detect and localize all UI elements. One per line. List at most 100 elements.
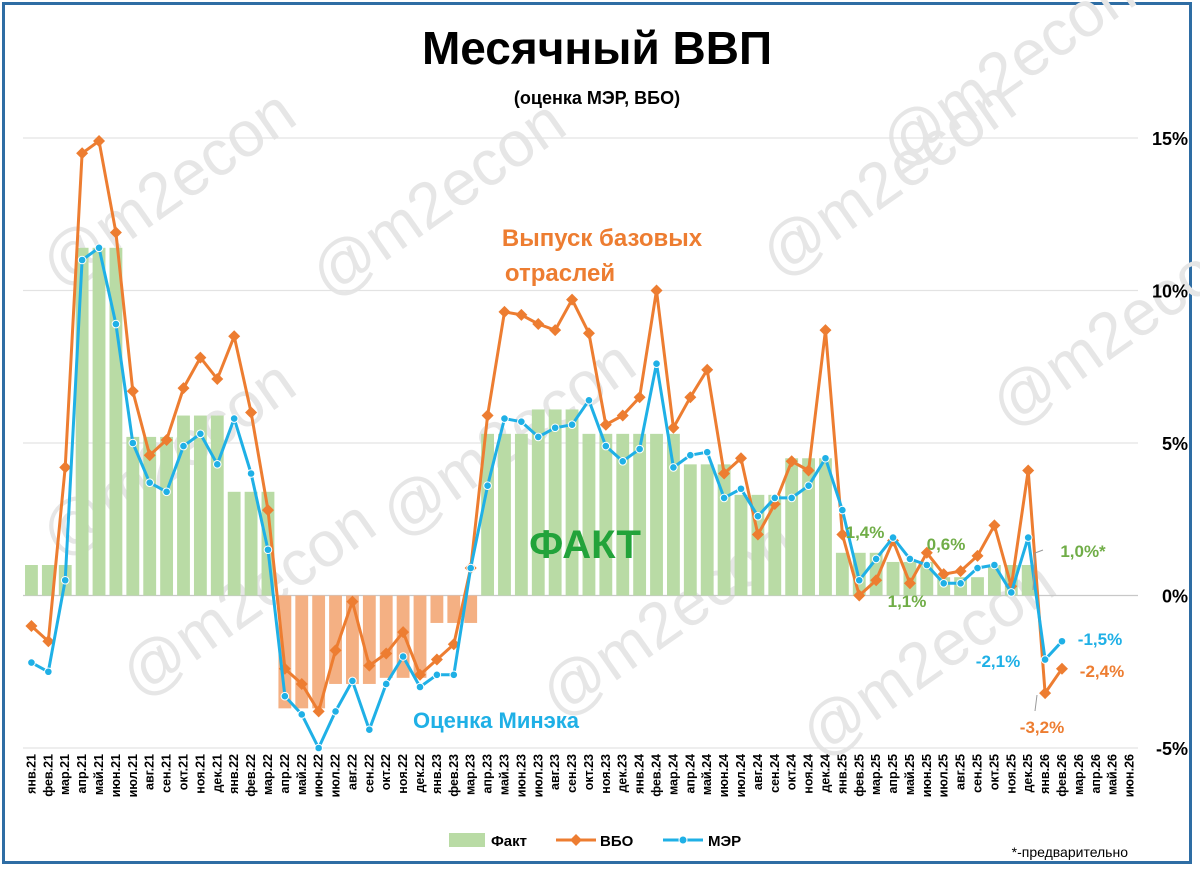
watermark-layer: @m2econ@m2econ@m2econ@m2econ@m2econ@m2ec… — [27, 0, 1200, 771]
bar-fakt — [109, 247, 123, 596]
point-vbo — [261, 504, 274, 517]
bar-fakt — [464, 595, 478, 623]
bar-fakt — [346, 595, 359, 684]
x-tick-label: янв.24 — [633, 754, 647, 794]
bar-fakt — [819, 458, 832, 596]
point-vbo — [295, 677, 308, 690]
point-mer — [990, 560, 999, 570]
point-vbo — [954, 565, 967, 578]
point-vbo — [616, 409, 629, 422]
point-mer — [770, 493, 780, 503]
point-vbo — [109, 226, 122, 239]
point-vbo — [498, 305, 511, 318]
line-mer — [30, 246, 1064, 750]
x-tick-label: авг.21 — [143, 754, 157, 790]
bar-fakt — [92, 247, 106, 596]
legend-marker-mer — [678, 835, 688, 845]
bar-fakt — [514, 433, 528, 596]
x-tick-label: авг.22 — [345, 754, 359, 790]
x-tick-label: ноя.23 — [599, 754, 613, 794]
x-tick-label: дек.25 — [1021, 754, 1035, 793]
x-tick-label: фев.22 — [244, 754, 258, 797]
x-tick-label: июн.26 — [1123, 754, 1137, 797]
x-tick-label: фев.25 — [852, 754, 866, 797]
point-mer — [280, 691, 290, 701]
point-vbo — [532, 318, 545, 331]
x-tick-label: фев.26 — [1055, 754, 1069, 797]
bar-fakt — [75, 247, 89, 596]
leader-line — [1032, 549, 1044, 591]
point-vbo — [160, 433, 173, 446]
point-mer — [432, 670, 442, 680]
point-vbo — [734, 452, 747, 465]
bar-fakt — [160, 436, 174, 596]
point-mer — [314, 743, 323, 753]
x-tick-label: июл.22 — [329, 754, 343, 797]
point-mer — [821, 453, 830, 463]
point-mer — [584, 396, 594, 405]
annotation-label: ФАКТ — [529, 523, 641, 567]
bar-fakt — [126, 436, 140, 596]
annotation-label: 1,1% — [888, 592, 927, 611]
point-vbo — [971, 549, 984, 562]
point-mer — [905, 554, 915, 564]
point-mer — [854, 575, 864, 585]
point-mer — [348, 676, 357, 686]
y-tick-label: -5% — [1156, 739, 1188, 759]
point-mer — [804, 481, 813, 491]
point-mer — [145, 478, 155, 487]
point-vbo — [42, 635, 55, 648]
x-tick-label: мар.26 — [1072, 754, 1086, 795]
point-vbo — [211, 372, 224, 385]
point-vbo — [751, 528, 764, 541]
grid-lines — [23, 137, 1138, 749]
legend-label-mer: МЭР — [708, 833, 741, 850]
x-tick-label: мар.22 — [261, 754, 275, 795]
point-mer — [229, 414, 239, 423]
x-tick-label: апр.22 — [278, 754, 292, 794]
point-vbo — [414, 668, 427, 681]
x-tick-label: май.22 — [295, 754, 309, 795]
point-vbo — [549, 324, 562, 337]
bar-fakt — [700, 464, 714, 596]
point-vbo — [667, 421, 680, 434]
x-tick-label: ноя.24 — [802, 754, 816, 794]
point-mer — [27, 658, 36, 667]
point-mer — [449, 670, 459, 680]
x-tick-label: ноя.22 — [396, 754, 410, 794]
x-tick-label: июл.21 — [126, 754, 140, 797]
point-mer — [331, 707, 340, 716]
annotation-label: -2,4% — [1080, 662, 1124, 681]
bar-fakt — [379, 595, 393, 678]
chart-title: Месячный ВВП — [422, 22, 772, 74]
x-tick-label: апр.23 — [481, 754, 495, 794]
x-tick-label: янв.22 — [227, 754, 241, 794]
x-tick-label: июн.23 — [514, 754, 528, 797]
annotations: Выпуск базовых отраслей ФАКТ Оценка Минэка 1… — [413, 225, 1124, 737]
x-tick-label: авг.24 — [751, 754, 765, 790]
x-tick-label: ноя.21 — [193, 754, 207, 794]
bar-fakt — [650, 433, 663, 596]
legend-label-vbo: ВБО — [600, 833, 634, 850]
bar-fakt — [1021, 565, 1035, 596]
x-tick-label: дек.23 — [616, 754, 630, 793]
bar-fakt — [886, 561, 900, 596]
point-mer — [888, 533, 898, 542]
bar-fakt — [633, 433, 647, 596]
point-vbo — [1055, 662, 1068, 675]
point-vbo — [650, 284, 663, 297]
bar-fakt — [785, 458, 799, 596]
x-tick-label: сен.23 — [565, 754, 579, 793]
annotation-label: Оценка Минэка — [413, 708, 580, 733]
bar-fakt — [565, 409, 579, 596]
y-tick-label: 10% — [1152, 282, 1188, 302]
annotation-label: 1,4% — [846, 523, 885, 542]
x-tick-label: сен.22 — [362, 754, 376, 793]
bar-fakt — [768, 494, 782, 596]
x-tick-label: окт.25 — [987, 754, 1001, 790]
point-vbo — [582, 327, 595, 340]
y-axis: -5% 0% 5% 10% 15% — [1152, 129, 1188, 759]
footnote: *-предварительно — [1012, 844, 1129, 860]
x-tick-label: май.26 — [1106, 754, 1120, 795]
bar-fakt — [666, 433, 680, 596]
